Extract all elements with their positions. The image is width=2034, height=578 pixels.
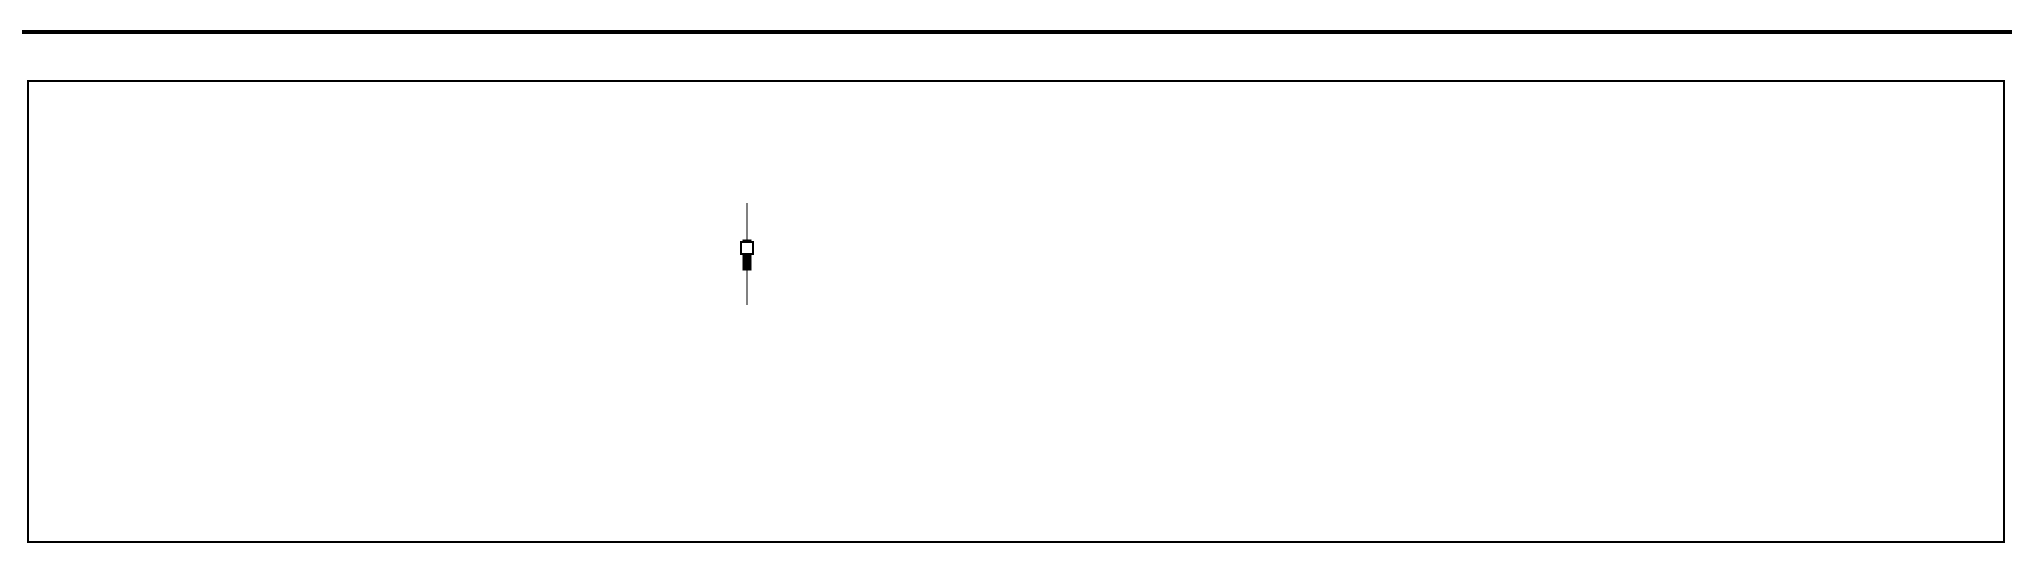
boxplot — [0, 0, 2034, 578]
boxplot-median-marker — [741, 242, 753, 254]
chart-canvas — [0, 0, 2034, 578]
